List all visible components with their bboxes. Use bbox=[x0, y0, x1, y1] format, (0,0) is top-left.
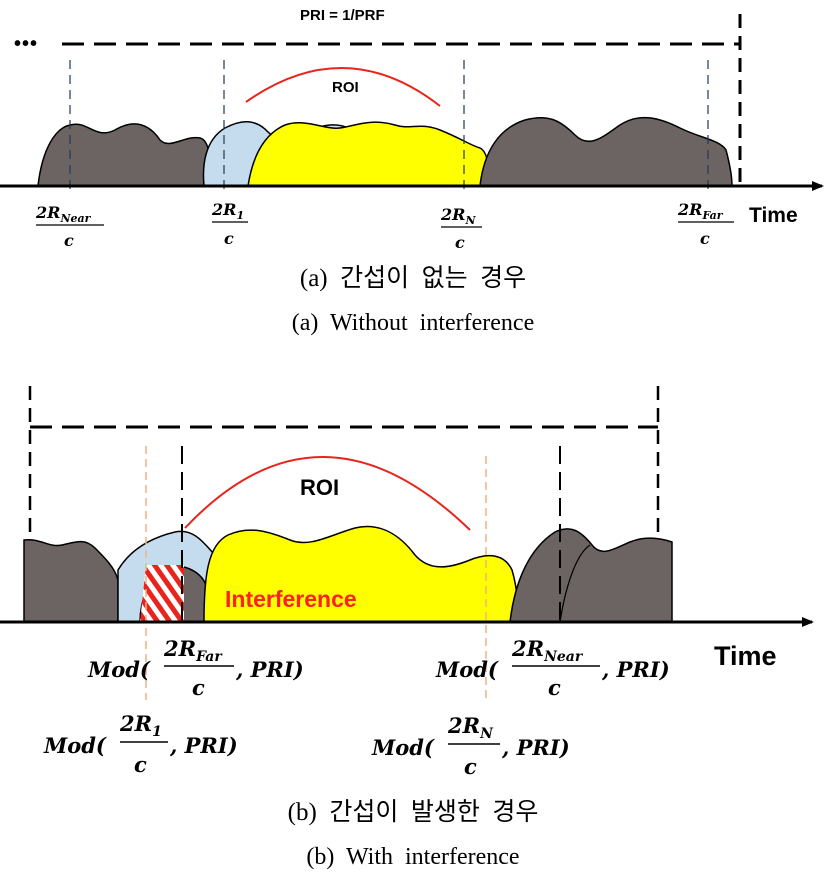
panel-a: PRI = 1/PRF ••• ROI Time 2RNear c 2R1 bbox=[0, 7, 824, 336]
mod-near-label: Mod( 2RNear c , PRI) bbox=[435, 636, 670, 700]
svg-text:Mod(: Mod( bbox=[435, 657, 499, 682]
marker-r1-fraction: 2R1 c bbox=[211, 200, 248, 248]
caption-a-korean: (a) 간섭이 없는 경우 bbox=[300, 264, 526, 292]
roi-arc bbox=[245, 67, 441, 107]
roi-target-shape-b bbox=[203, 525, 519, 623]
time-label-a: Time bbox=[749, 204, 798, 227]
svg-text:c: c bbox=[224, 229, 234, 248]
svg-text:, PRI): , PRI) bbox=[501, 735, 570, 760]
svg-text:c: c bbox=[192, 675, 205, 700]
roi-label: ROI bbox=[332, 79, 359, 96]
svg-text:, PRI): , PRI) bbox=[601, 657, 670, 682]
svg-text:c: c bbox=[64, 231, 74, 250]
roi-arc-b bbox=[184, 456, 471, 531]
mod-rn-label: Mod( 2RN c , PRI) bbox=[371, 713, 570, 779]
svg-text:c: c bbox=[134, 752, 147, 777]
svg-text:, PRI): , PRI) bbox=[235, 657, 304, 682]
caption-b-english: (b) With interference bbox=[306, 844, 519, 870]
svg-text:2R1: 2R1 bbox=[211, 200, 244, 222]
svg-text:c: c bbox=[700, 229, 710, 248]
svg-text:2RNear: 2RNear bbox=[511, 636, 584, 665]
pri-label: PRI = 1/PRF bbox=[300, 7, 385, 24]
ellipsis-label: ••• bbox=[14, 33, 38, 55]
roi-label-b: ROI bbox=[300, 475, 339, 500]
mod-r1-label: Mod( 2R1 c , PRI) bbox=[43, 711, 238, 777]
svg-text:2R1: 2R1 bbox=[119, 711, 162, 740]
caption-b-korean: (b) 간섭이 발생한 경우 bbox=[288, 798, 539, 826]
svg-text:, PRI): , PRI) bbox=[169, 733, 238, 758]
near-clutter-inner-edge bbox=[559, 544, 591, 623]
far-clutter-shape bbox=[479, 116, 733, 187]
interference-label: Interference bbox=[225, 586, 357, 612]
svg-text:2RFar: 2RFar bbox=[677, 200, 724, 222]
roi-target-shape bbox=[247, 121, 490, 187]
marker-near-fraction: 2RNear c bbox=[35, 203, 104, 250]
svg-text:2RN: 2RN bbox=[440, 205, 476, 227]
panel-b: Interference ROI Time Mod( 2RFar c , PRI… bbox=[0, 386, 814, 870]
svg-text:c: c bbox=[455, 233, 465, 252]
svg-text:c: c bbox=[464, 754, 477, 779]
mod-far-label: Mod( 2RFar c , PRI) bbox=[87, 636, 304, 700]
svg-text:2RFar: 2RFar bbox=[163, 636, 223, 665]
svg-text:2RN: 2RN bbox=[447, 713, 494, 742]
near-clutter-shape bbox=[37, 123, 212, 187]
svg-text:Mod(: Mod( bbox=[43, 733, 107, 758]
near-clutter-shape-b bbox=[509, 528, 673, 623]
far-clutter-folded-shape bbox=[23, 539, 119, 623]
marker-far-fraction: 2RFar c bbox=[677, 200, 734, 248]
time-label-b: Time bbox=[714, 641, 777, 671]
caption-a-english: (a) Without interference bbox=[292, 310, 534, 336]
svg-text:Mod(: Mod( bbox=[87, 657, 151, 682]
svg-text:2RNear: 2RNear bbox=[35, 203, 92, 225]
svg-text:c: c bbox=[548, 675, 561, 700]
marker-rn-fraction: 2RN c bbox=[440, 205, 482, 252]
interference-hatch bbox=[140, 565, 184, 622]
svg-text:Mod(: Mod( bbox=[371, 735, 435, 760]
